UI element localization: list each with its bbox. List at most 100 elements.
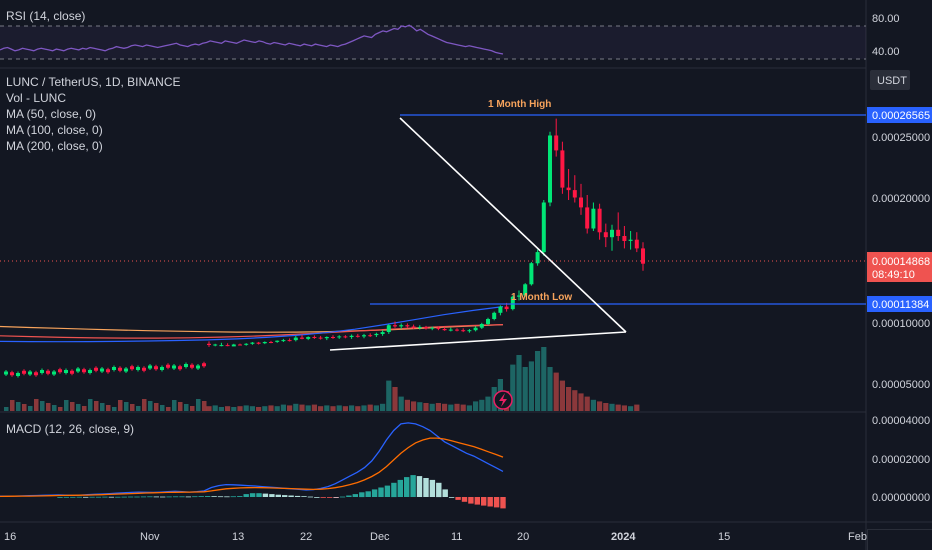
volume-bar <box>466 405 472 411</box>
volume-bar <box>100 403 105 411</box>
volume-bar <box>136 406 141 411</box>
volume-bar <box>429 403 435 411</box>
candle-body <box>417 327 422 329</box>
month-low-label: 1 Month Low <box>511 292 572 303</box>
currency-button-label: USDT <box>877 75 907 87</box>
volume-bar <box>566 387 572 411</box>
macd-histogram-bar <box>500 497 506 509</box>
rsi-band <box>0 26 866 59</box>
candle-body <box>106 369 110 373</box>
volume-bar <box>256 407 262 411</box>
candle-body <box>492 312 497 319</box>
candle-body <box>184 364 188 367</box>
macd-histogram-bar <box>211 496 217 497</box>
price-tick-25000: 0.00025000 <box>872 132 930 144</box>
volume-bar <box>184 404 189 411</box>
volume-bar <box>597 401 603 411</box>
volume-bar <box>82 406 87 411</box>
candle-body <box>172 365 176 369</box>
volume-legend[interactable]: Vol - LUNC <box>6 91 67 105</box>
lightning-badge[interactable] <box>493 390 513 410</box>
volume-bar <box>590 399 596 411</box>
rsi-legend: RSI (14, close) <box>6 8 85 24</box>
candle-body <box>213 344 218 346</box>
volume-bar <box>64 400 69 411</box>
volume-bar <box>148 401 153 411</box>
macd-histogram-bar <box>333 497 339 498</box>
volume-bar <box>124 402 129 411</box>
macd-histogram-bar <box>230 496 236 498</box>
macd-histogram-bar <box>249 493 256 497</box>
volume-bar <box>361 405 367 411</box>
candle-body <box>362 335 366 337</box>
triangle-lower-trendline[interactable] <box>329 331 627 351</box>
candle-body <box>154 366 158 370</box>
volume-bar <box>528 361 534 411</box>
volume-bar <box>448 404 454 411</box>
candle-body <box>337 336 342 338</box>
macd-histogram-bar <box>339 496 346 498</box>
volume-bar <box>603 403 609 411</box>
candle-body <box>541 202 546 253</box>
lightning-icon <box>499 393 507 407</box>
currency-button[interactable] <box>870 70 910 90</box>
macd-histogram-bar <box>352 494 358 497</box>
volume-bar <box>94 401 99 411</box>
candle-body <box>368 335 373 337</box>
ma200-legend[interactable]: MA (200, close, 0) <box>6 139 103 153</box>
volume-bar <box>411 401 417 411</box>
candle-body <box>554 135 559 151</box>
candle-body <box>343 336 348 338</box>
volume-bar <box>609 403 615 411</box>
time-axis[interactable]: 16 Nov 13 22 Dec 11 20 2024 15 Feb <box>4 531 867 543</box>
symbol-title[interactable]: LUNC / TetherUS, 1D, BINANCE <box>6 75 181 89</box>
macd-histogram-bar <box>493 497 500 508</box>
rsi-legend-title: RSI (14, close) <box>6 9 86 23</box>
candle-body <box>178 366 182 370</box>
volume-bar <box>46 403 51 411</box>
macd-histogram-bar <box>487 497 493 507</box>
triangle-upper-trendline[interactable] <box>399 117 627 333</box>
volume-bar <box>628 406 634 411</box>
candle-body <box>28 371 32 375</box>
macd-histogram-bar <box>121 496 127 498</box>
candle-body <box>16 373 20 376</box>
volume-bar <box>243 405 249 411</box>
candle-body <box>566 187 571 191</box>
rsi-tick-80: 80.00 <box>872 13 900 25</box>
macd-histogram-bar <box>108 496 115 498</box>
ma100-legend[interactable]: MA (100, close, 0) <box>6 123 103 137</box>
ma50-legend[interactable]: MA (50, close, 0) <box>6 107 97 121</box>
candle-body <box>34 372 38 376</box>
high-price-tag-text: 0.00026565 <box>872 110 930 122</box>
volume-bar <box>386 380 392 411</box>
volume-bar <box>166 407 171 411</box>
volume-bar <box>355 406 361 411</box>
volume-bar <box>535 351 541 411</box>
macd-histogram-bar <box>83 496 89 498</box>
candle-body <box>510 296 515 310</box>
candle-body <box>399 325 404 327</box>
candle-body <box>634 239 639 249</box>
volume-bar <box>522 367 528 411</box>
candle-body <box>355 335 360 337</box>
macd-histogram-bar <box>410 475 416 497</box>
candle-body <box>136 367 140 370</box>
candle-body <box>548 135 552 203</box>
countdown-text: 08:49:10 <box>872 269 915 281</box>
time-tick-label: 20 <box>517 531 529 543</box>
time-tick-label: 15 <box>718 531 730 543</box>
volume-bar <box>398 396 404 411</box>
candle-body <box>616 229 621 236</box>
macd-histogram-bar <box>423 478 429 497</box>
candle-body <box>504 306 509 310</box>
macd-histogram-bar <box>198 496 204 497</box>
candle-body <box>58 369 62 373</box>
volume-bar <box>231 407 237 411</box>
volume-bars <box>4 347 640 411</box>
candle-body <box>430 327 435 329</box>
volume-bar <box>423 403 429 411</box>
macd-legend-title[interactable]: MACD (12, 26, close, 9) <box>6 422 135 436</box>
